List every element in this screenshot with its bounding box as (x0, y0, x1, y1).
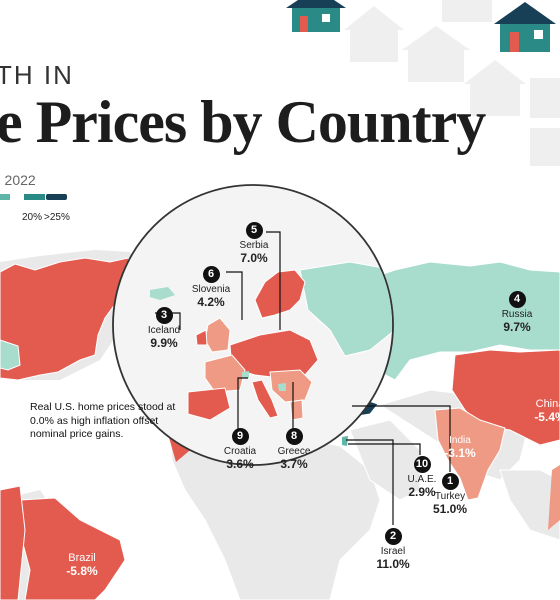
magnifier-circle (112, 184, 394, 466)
country-value: 51.0% (432, 502, 468, 516)
label-brazil: Brazil -5.8% (60, 551, 104, 578)
label-turkey: 1 Turkey 51.0% (428, 472, 472, 515)
country-name: Croatia (223, 446, 257, 457)
label-russia: 4 Russia 9.7% (495, 290, 539, 333)
rank-badge: 4 (508, 291, 526, 308)
country-value: 2.9% (408, 485, 436, 499)
country-value: -3.1% (444, 446, 476, 460)
legend-label-20: 20% (22, 212, 43, 223)
title-kicker: TH IN (0, 60, 74, 90)
label-uae: 10 U.A.E. 2.9% (400, 455, 444, 498)
label-slovenia: 6 Slovenia 4.2% (188, 265, 234, 308)
country-name: Serbia (239, 240, 269, 251)
rank-badge: 1 (441, 473, 459, 490)
rank-badge: 2 (384, 528, 402, 545)
leader-lines (155, 231, 451, 525)
label-croatia: 9 Croatia 3.6% (218, 427, 262, 470)
label-greece: 8 Greece 3.7% (272, 427, 316, 470)
country-name: U.A.E. (407, 474, 437, 485)
house-icon (494, 2, 556, 52)
rank-badge: 8 (285, 428, 303, 445)
country-name: Iceland (147, 325, 181, 336)
country-canada (0, 339, 21, 371)
label-iceland: 3 Iceland 9.9% (142, 306, 186, 349)
country-value: 9.9% (150, 336, 178, 350)
house-icon (344, 0, 560, 166)
legend-label-25: >25% (44, 212, 70, 223)
country-value: -5.4% (534, 410, 560, 424)
label-china: China -5.4% (528, 397, 560, 424)
legend-scale (0, 194, 67, 200)
page-title: e Prices by Country (0, 89, 486, 155)
europe-zoom (150, 261, 392, 421)
country-name: India (449, 435, 471, 446)
country-value: 3.6% (226, 457, 254, 471)
label-serbia: 5 Serbia 7.0% (232, 221, 276, 264)
country-name: Brazil (68, 552, 96, 564)
label-india: India -3.1% (438, 434, 482, 460)
rank-badge: 5 (245, 222, 263, 239)
country-israel (342, 436, 348, 446)
country-value: 9.7% (503, 320, 531, 334)
country-value: 7.0% (240, 251, 268, 265)
country-name: Slovenia (191, 284, 231, 295)
rank-badge: 10 (413, 456, 431, 473)
country-india (434, 407, 506, 501)
rank-badge: 6 (202, 266, 220, 283)
country-brazil (19, 497, 126, 600)
house-icon (286, 0, 346, 32)
label-israel: 2 Israel 11.0% (371, 527, 415, 570)
country-value: 3.7% (280, 457, 308, 471)
land-southeast-asia (499, 469, 560, 541)
country-japan (548, 465, 560, 530)
rank-badge: 9 (231, 428, 249, 445)
country-name: Russia (501, 309, 533, 320)
country-name: China (535, 398, 560, 410)
subtitle: - 2022 (0, 172, 36, 188)
country-name: Turkey (434, 491, 466, 502)
country-south-america-west (0, 485, 26, 600)
country-value: 11.0% (376, 557, 410, 571)
country-name: Israel (380, 546, 406, 557)
country-name: Greece (277, 446, 311, 457)
country-value: 4.2% (197, 295, 225, 309)
us-note: Real U.S. home prices stood at 0.0% as h… (30, 401, 176, 440)
rank-badge: 3 (155, 307, 173, 324)
country-value: -5.8% (66, 564, 98, 578)
